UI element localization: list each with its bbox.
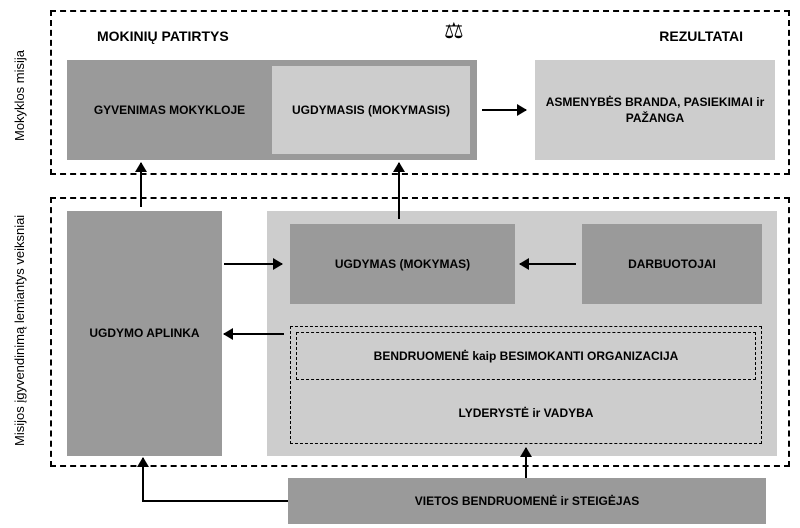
- arrow-env-teaching: [224, 263, 282, 265]
- side-label-mission: Mokyklos misija: [12, 20, 27, 170]
- box-results: ASMENYBĖS BRANDA, PASIEKIMAI ir PAŽANGA: [535, 60, 775, 160]
- arrow-env-up-life: [140, 163, 142, 207]
- header-left: MOKINIŲ PATIRTYS: [97, 28, 229, 44]
- box-teaching: UGDYMAS (MOKYMAS): [290, 224, 515, 304]
- box-community-learning-org: BENDRUOMENĖ kaip BESIMOKANTI ORGANIZACIJ…: [296, 332, 756, 380]
- arrow-staff-teaching: [520, 263, 576, 265]
- arrow-footer-horiz: [142, 500, 288, 502]
- scale-icon: ⚖: [444, 18, 464, 44]
- arrow-footer-up-leadership: [525, 448, 527, 478]
- box-environment: UGDYMO APLINKA: [67, 211, 222, 456]
- arrow-learning-results: [482, 109, 526, 111]
- header-right: REZULTATAI: [659, 28, 743, 44]
- side-label-factors: Misijos įgyvendinimą lemiantys veiksniai: [12, 190, 27, 470]
- box-learning: UGDYMASIS (MOKYMASIS): [272, 66, 470, 154]
- box-staff: DARBUOTOJAI: [582, 224, 762, 304]
- top-panel: MOKINIŲ PATIRTYS ⚖ REZULTATAI GYVENIMAS …: [50, 10, 790, 175]
- bottom-panel: UGDYMO APLINKA UGDYMAS (MOKYMAS) DARBUOT…: [50, 197, 790, 467]
- box-local-community-founder: VIETOS BENDRUOMENĖ ir STEIGĖJAS: [288, 478, 766, 524]
- box-life-school: GYVENIMAS MOKYKLOJE: [67, 60, 272, 160]
- arrow-teaching-up-learning: [398, 163, 400, 219]
- arrow-footer-up-env: [142, 458, 144, 501]
- box-leadership: LYDERYSTĖ ir VADYBA: [296, 389, 756, 437]
- arrow-group-env: [224, 333, 284, 335]
